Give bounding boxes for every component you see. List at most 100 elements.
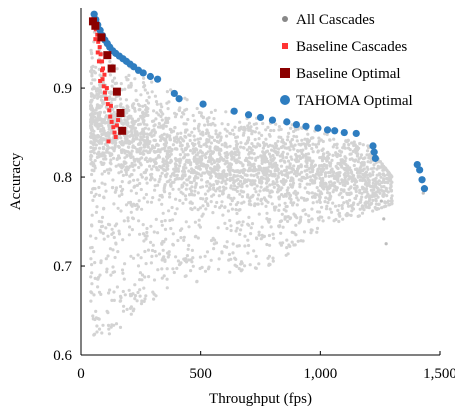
all-cascades-point [280,173,284,177]
all-cascades-point [265,211,269,215]
all-cascades-point [165,286,169,290]
all-cascades-point [94,309,98,313]
all-cascades-point [174,197,178,201]
all-cascades-point [175,266,179,270]
all-cascades-point [109,168,113,172]
all-cascades-point [281,138,285,142]
all-cascades-point [354,196,358,201]
all-cascades-point [127,114,132,118]
all-cascades-point [225,129,229,133]
all-cascades-point [279,170,284,174]
all-cascades-point [330,158,334,162]
all-cascades-point [277,147,281,151]
all-cascades-point [326,171,331,175]
all-cascades-point [371,198,375,202]
all-cascades-point [157,198,161,202]
all-cascades-point [320,205,324,209]
all-cascades-point [214,165,218,169]
all-cascades-point [371,209,375,213]
all-cascades-point [153,94,157,98]
all-cascades-point [116,206,120,210]
all-cascades-point [165,152,169,156]
all-cascades-point [266,168,270,173]
baseline-cascade-point [98,78,103,83]
all-cascades-point [92,151,96,155]
all-cascades-point [153,249,157,254]
all-cascades-point [341,183,345,187]
all-cascades-point [99,128,103,132]
all-cascades-point [229,162,233,167]
all-cascades-point [359,155,363,160]
all-cascades-point [221,185,226,189]
all-cascades-point [296,149,300,153]
all-cascades-point [253,137,257,142]
all-cascades-point [160,202,164,206]
all-cascades-point [90,172,94,177]
all-cascades-point [136,205,141,209]
all-cascades-point [196,191,200,195]
all-cascades-point [198,206,202,210]
all-cascades-point [294,174,299,178]
all-cascades-point [142,135,146,139]
baseline-optimal-point [118,126,127,135]
all-cascades-point [265,185,269,189]
all-cascades-point [225,161,229,165]
all-cascades-point [131,145,135,149]
all-cascades-point [97,327,102,331]
all-cascades-point [89,190,93,195]
all-cascades-point [264,181,269,185]
all-cascades-point [229,202,233,206]
all-cascades-point [126,105,130,109]
all-cascades-point [121,164,125,168]
all-cascades-point [235,142,240,146]
all-cascades-point [292,191,296,195]
all-cascades-point [353,179,357,183]
all-cascades-point [235,185,239,189]
all-cascades-point [127,201,131,205]
all-cascades-point [105,149,109,153]
all-cascades-point [162,142,166,146]
tahoma-optimal-point [199,100,207,108]
all-cascades-point [268,162,272,166]
all-cascades-point [129,83,133,87]
all-cascades-point [211,150,215,155]
all-cascades-point [208,186,212,190]
all-cascades-point [90,245,94,250]
all-cascades-point [350,209,354,213]
all-cascades-point [121,289,125,294]
all-cascades-point [226,209,230,213]
all-cascades-point [369,188,373,192]
all-cascades-point [101,231,105,235]
all-cascades-point [179,236,183,240]
all-cascades-point [256,193,261,197]
all-cascades-point [275,163,279,168]
all-cascades-point [91,314,95,318]
all-cascades-point [205,117,209,121]
all-cascades-point [248,150,252,155]
all-cascades-point [290,138,294,142]
all-cascades-point [145,226,149,231]
all-cascades-point [250,156,254,160]
all-cascades-point [357,214,361,218]
all-cascades-point [136,102,140,106]
all-cascades-point [271,182,275,186]
all-cascades-point [154,143,158,147]
all-cascades-point [305,161,309,165]
all-cascades-point [244,173,248,177]
all-cascades-point [271,144,275,148]
all-cascades-point [167,146,171,150]
all-cascades-point [156,268,160,272]
all-cascades-point [358,178,362,182]
all-cascades-point [260,225,264,229]
all-cascades-point [245,148,249,152]
all-cascades-point [257,166,262,170]
all-cascades-point [253,204,257,208]
all-cascades-point [106,323,111,327]
all-cascades-point [282,208,286,212]
all-cascades-point [225,173,229,177]
all-cascades-point [252,165,256,169]
all-cascades-point [381,194,385,198]
all-cascades-point [204,207,208,211]
tahoma-optimal-point [139,69,147,77]
all-cascades-point [242,167,246,171]
